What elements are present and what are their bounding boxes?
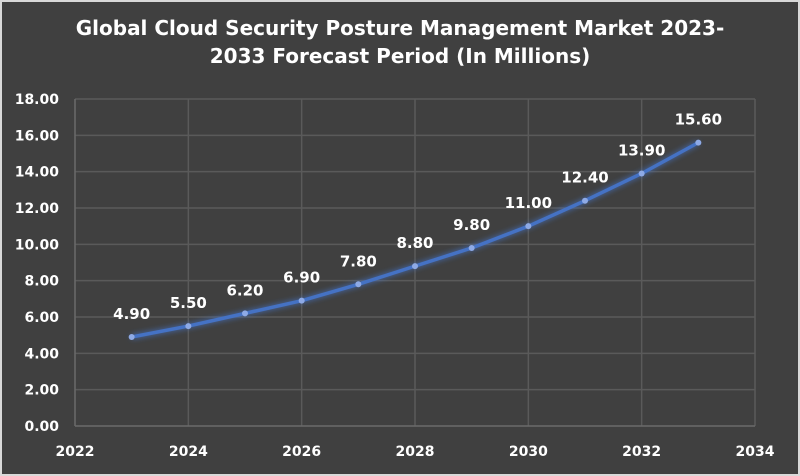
data-label: 15.60 — [675, 111, 722, 129]
y-tick-label: 12.00 — [15, 201, 60, 217]
data-point — [355, 281, 362, 288]
data-label: 6.20 — [226, 281, 263, 299]
data-label: 9.80 — [453, 216, 490, 234]
y-tick-label: 16.00 — [15, 128, 60, 144]
data-label: 13.90 — [618, 141, 665, 159]
data-point — [582, 197, 588, 204]
x-tick-label: 2032 — [622, 444, 661, 460]
data-point — [638, 170, 645, 177]
y-tick-label: 8.00 — [24, 274, 59, 290]
y-tick-label: 4.00 — [24, 346, 59, 362]
y-tick-label: 0.00 — [24, 419, 59, 435]
x-tick-label: 2024 — [169, 444, 208, 460]
y-tick-label: 6.00 — [24, 310, 59, 326]
data-label: 11.00 — [505, 194, 552, 212]
data-label: 5.50 — [170, 294, 207, 312]
x-tick-label: 2030 — [509, 444, 548, 460]
chart-title: Global Cloud Security Posture Management… — [75, 16, 725, 68]
data-point — [695, 139, 702, 146]
data-label: 8.80 — [396, 234, 433, 252]
data-point — [185, 323, 192, 330]
x-tick-label: 2034 — [736, 444, 775, 460]
x-tick-label: 2028 — [396, 444, 435, 460]
data-label: 12.40 — [561, 169, 608, 187]
y-tick-label: 18.00 — [15, 92, 60, 108]
data-point — [525, 223, 532, 230]
data-point — [412, 263, 418, 270]
data-point — [298, 297, 305, 304]
y-tick-label: 10.00 — [15, 237, 60, 253]
data-label: 6.90 — [283, 269, 320, 287]
x-tick-label: 2022 — [56, 444, 95, 460]
y-tick-label: 14.00 — [15, 165, 60, 181]
data-point — [468, 244, 475, 251]
data-label: 4.90 — [113, 305, 150, 323]
data-label: 7.80 — [340, 252, 377, 270]
data-point — [128, 333, 135, 340]
data-point — [242, 310, 248, 317]
x-tick-label: 2026 — [282, 444, 321, 460]
y-tick-label: 2.00 — [24, 383, 59, 399]
